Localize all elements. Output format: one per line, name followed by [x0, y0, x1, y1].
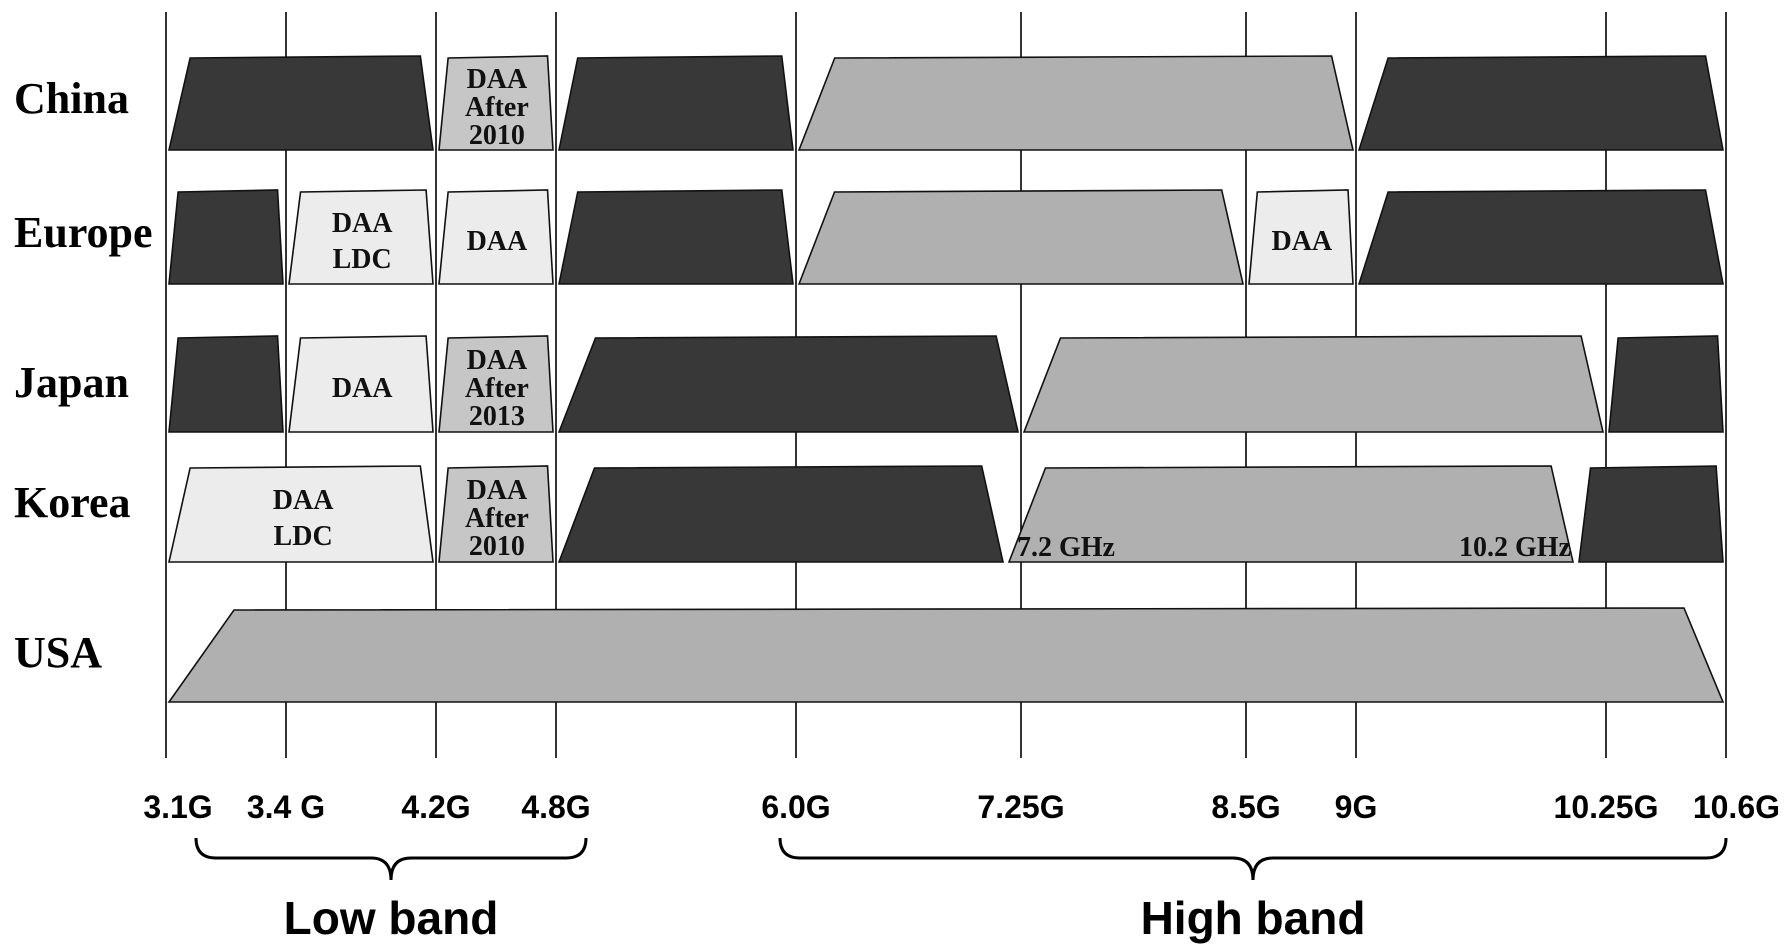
high-band-brace	[778, 837, 1728, 881]
band-groups: Low band High band	[194, 837, 1728, 944]
spectrum-block	[288, 335, 434, 433]
low-band-brace	[194, 837, 588, 881]
region-label: USA	[14, 628, 102, 677]
block-label: DAA	[467, 226, 528, 257]
block-label: DAA	[467, 345, 528, 376]
tick-label: 7.25G	[977, 789, 1064, 825]
edge-label: 7.2 GHz	[1017, 532, 1115, 563]
edge-label: 10.2 GHz	[1459, 532, 1571, 563]
spectrum-block	[288, 189, 434, 285]
spectrum-block	[1357, 55, 1724, 151]
spectrum-block	[168, 335, 284, 433]
spectrum-block	[168, 465, 434, 563]
region-row-usa: USA	[14, 607, 1725, 703]
spectrum-block	[167, 55, 434, 151]
tick-label: 10.6G	[1693, 789, 1780, 825]
tick-label: 9G	[1335, 789, 1378, 825]
block-label: DAA	[467, 475, 528, 506]
region-label: China	[14, 74, 129, 123]
block-label: After	[465, 373, 529, 404]
spectrum-block	[1357, 189, 1724, 285]
block-label: DAA	[1271, 226, 1332, 257]
block-label: DAA	[273, 485, 334, 516]
tick-label: 8.5G	[1211, 789, 1280, 825]
region-label: Korea	[14, 478, 131, 527]
region-label: Japan	[14, 358, 129, 407]
spectrum-block	[1007, 465, 1575, 563]
block-label: 2010	[469, 531, 525, 562]
spectrum-block	[438, 55, 554, 151]
spectrum-block	[797, 55, 1355, 151]
block-label: After	[465, 92, 529, 123]
spectrum-block	[557, 335, 1020, 433]
tick-label: 3.1G	[143, 789, 212, 825]
region-label: Europe	[14, 208, 153, 257]
tick-label: 4.2G	[401, 789, 470, 825]
block-label: DAA	[332, 208, 393, 239]
block-label: DAA	[332, 373, 393, 404]
spectrum-block	[558, 189, 794, 285]
region-row-europe: Europe DAA LDC DAA DAA	[14, 189, 1724, 285]
block-label: LDC	[274, 521, 333, 552]
block-label: LDC	[333, 244, 392, 275]
block-label: DAA	[467, 64, 528, 95]
block-label: After	[465, 503, 529, 534]
tick-label: 3.4 G	[247, 789, 325, 825]
high-band-label: High band	[1141, 892, 1366, 944]
spectrum-block	[1022, 335, 1605, 433]
spectrum-block	[797, 189, 1245, 285]
tick-label: 10.25G	[1554, 789, 1659, 825]
spectrum-block	[167, 607, 1725, 703]
spectrum-block	[438, 465, 554, 563]
spectrum-block	[557, 465, 1004, 563]
spectrum-block	[438, 189, 554, 285]
spectrum-block	[558, 55, 794, 151]
spectrum-block	[1248, 189, 1354, 285]
low-band-label: Low band	[284, 892, 499, 944]
block-label: 2013	[469, 401, 525, 432]
spectrum-block	[1578, 465, 1724, 563]
tick-label: 4.8G	[521, 789, 590, 825]
frequency-axis: 3.1G 3.4 G 4.2G 4.8G 6.0G 7.25G 8.5G 9G 10.25G 10…	[143, 789, 1780, 825]
tick-label: 6.0G	[761, 789, 830, 825]
spectrum-block	[438, 335, 554, 433]
spectrum-block	[168, 189, 284, 285]
spectrum-block	[1608, 335, 1724, 433]
block-label: 2010	[469, 120, 525, 151]
